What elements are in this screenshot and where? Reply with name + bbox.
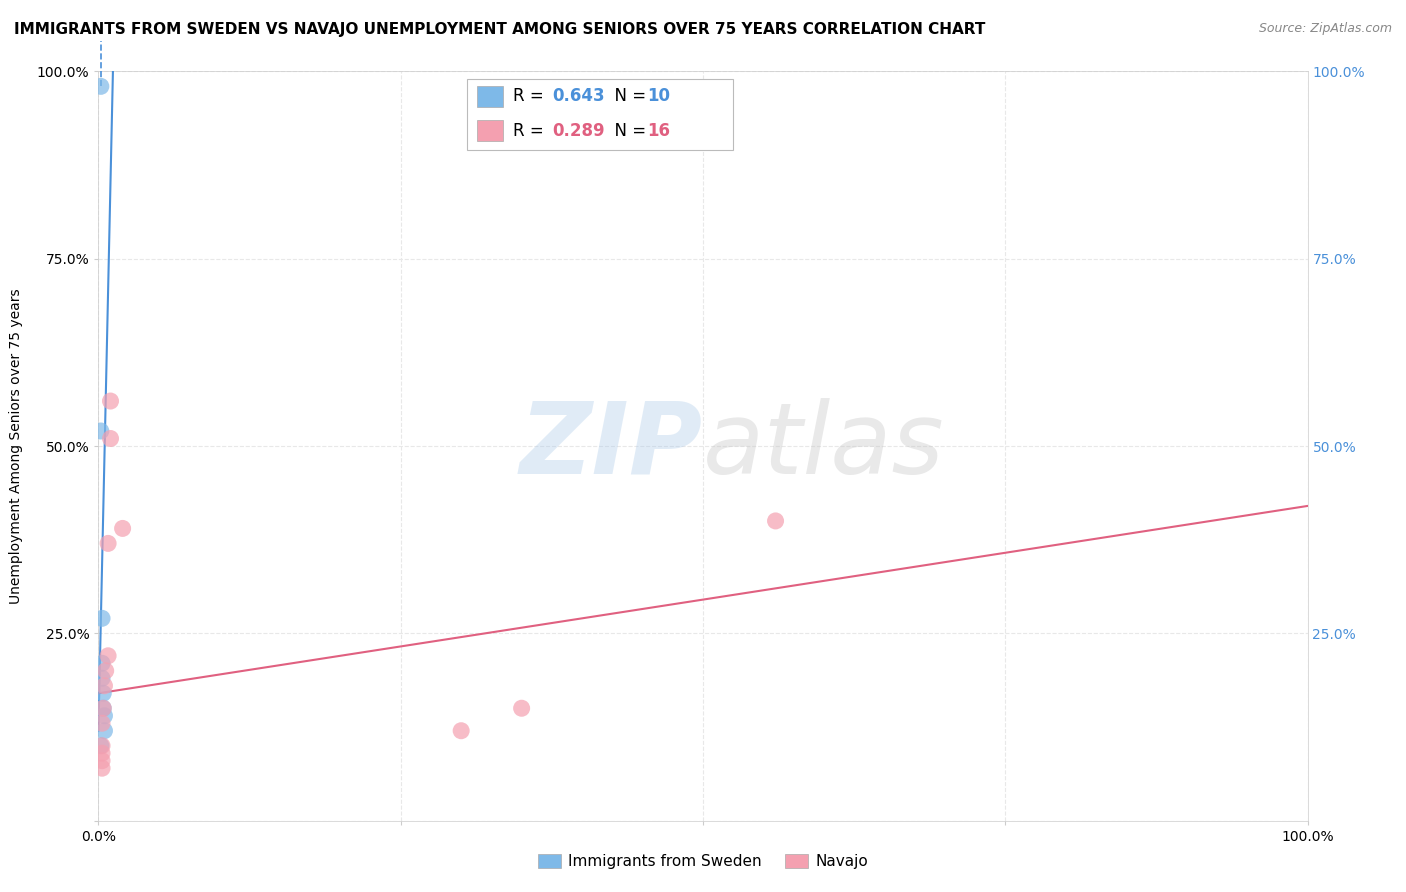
Point [91, 746, 114, 760]
Point [91, 657, 114, 671]
Point [765, 514, 787, 528]
Point [91, 671, 114, 685]
Text: ZIP: ZIP [520, 398, 703, 494]
Text: atlas: atlas [703, 398, 945, 494]
Point [90, 424, 112, 438]
Point [93, 679, 115, 693]
Point [94, 664, 117, 678]
Point [91, 611, 114, 625]
Point [90, 79, 112, 94]
Text: 10: 10 [647, 87, 671, 105]
Point [91, 761, 114, 775]
Text: IMMIGRANTS FROM SWEDEN VS NAVAJO UNEMPLOYMENT AMONG SENIORS OVER 75 YEARS CORREL: IMMIGRANTS FROM SWEDEN VS NAVAJO UNEMPLO… [14, 22, 986, 37]
Point [91, 701, 114, 715]
Text: 16: 16 [647, 121, 671, 139]
Point [93, 723, 115, 738]
Point [97, 648, 120, 663]
FancyBboxPatch shape [467, 78, 734, 150]
Point [111, 521, 134, 535]
Point [91, 716, 114, 731]
Text: 0.643: 0.643 [551, 87, 605, 105]
Point [510, 701, 533, 715]
Point [100, 432, 122, 446]
Text: 0.289: 0.289 [551, 121, 605, 139]
Y-axis label: Unemployment Among Seniors over 75 years: Unemployment Among Seniors over 75 years [8, 288, 22, 604]
Point [91, 754, 114, 768]
Point [91, 686, 114, 700]
Text: R =: R = [513, 87, 550, 105]
Point [91, 701, 114, 715]
Point [97, 536, 120, 550]
Point [93, 708, 115, 723]
Text: Source: ZipAtlas.com: Source: ZipAtlas.com [1258, 22, 1392, 36]
Bar [477, 120, 503, 141]
Point [91, 739, 114, 753]
Text: N =: N = [603, 121, 651, 139]
Point [100, 394, 122, 409]
Text: N =: N = [603, 87, 651, 105]
Legend: Immigrants from Sweden, Navajo: Immigrants from Sweden, Navajo [531, 848, 875, 875]
Point [90, 739, 112, 753]
Text: R =: R = [513, 121, 550, 139]
Bar [477, 86, 503, 106]
Point [450, 723, 472, 738]
